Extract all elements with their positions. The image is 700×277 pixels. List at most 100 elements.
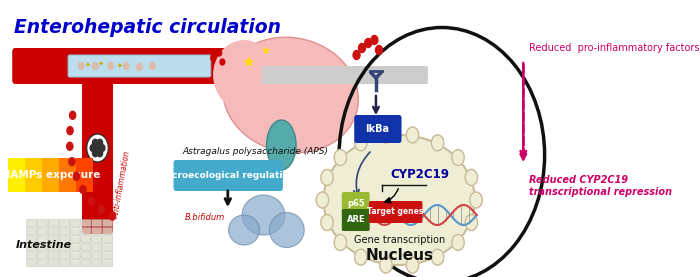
Circle shape: [379, 257, 392, 273]
Circle shape: [69, 158, 75, 166]
Text: ✦: ✦: [117, 63, 123, 69]
FancyBboxPatch shape: [70, 260, 80, 266]
Circle shape: [406, 127, 419, 143]
FancyBboxPatch shape: [81, 235, 91, 242]
FancyBboxPatch shape: [342, 192, 370, 214]
Circle shape: [470, 192, 482, 208]
Circle shape: [334, 234, 346, 250]
FancyBboxPatch shape: [25, 158, 42, 192]
FancyBboxPatch shape: [48, 260, 58, 266]
FancyBboxPatch shape: [37, 227, 48, 235]
FancyBboxPatch shape: [8, 158, 25, 192]
FancyBboxPatch shape: [81, 243, 91, 250]
FancyBboxPatch shape: [59, 219, 69, 227]
Circle shape: [88, 197, 95, 205]
Text: Nucleus: Nucleus: [365, 248, 433, 263]
FancyBboxPatch shape: [48, 227, 58, 235]
Circle shape: [136, 63, 142, 71]
Circle shape: [67, 127, 73, 135]
FancyBboxPatch shape: [37, 252, 48, 258]
FancyBboxPatch shape: [103, 252, 113, 258]
Text: p65: p65: [347, 199, 365, 207]
Text: MAMPs exposure: MAMPs exposure: [0, 170, 100, 180]
Circle shape: [211, 55, 216, 61]
FancyBboxPatch shape: [92, 243, 102, 250]
Text: Reduced  pro-inflammatory factors: Reduced pro-inflammatory factors: [529, 43, 700, 53]
FancyBboxPatch shape: [48, 235, 58, 242]
FancyBboxPatch shape: [59, 235, 69, 242]
Circle shape: [98, 206, 104, 214]
Circle shape: [465, 170, 477, 185]
Circle shape: [321, 215, 333, 230]
FancyBboxPatch shape: [59, 227, 69, 235]
Circle shape: [80, 186, 86, 194]
Ellipse shape: [323, 135, 475, 265]
Circle shape: [87, 134, 108, 162]
FancyBboxPatch shape: [81, 252, 91, 258]
FancyBboxPatch shape: [27, 252, 36, 258]
Circle shape: [371, 35, 378, 45]
Text: Intestine: Intestine: [16, 240, 72, 250]
FancyBboxPatch shape: [37, 243, 48, 250]
Circle shape: [375, 45, 382, 55]
Ellipse shape: [270, 212, 304, 248]
FancyBboxPatch shape: [92, 227, 102, 235]
Circle shape: [97, 139, 103, 146]
Circle shape: [99, 145, 105, 152]
FancyBboxPatch shape: [92, 260, 102, 266]
Text: Astragalus polysaccharide (APS): Astragalus polysaccharide (APS): [182, 147, 328, 157]
FancyBboxPatch shape: [103, 243, 113, 250]
FancyBboxPatch shape: [59, 243, 69, 250]
FancyBboxPatch shape: [81, 227, 91, 235]
FancyBboxPatch shape: [70, 235, 80, 242]
Text: CYP2C19: CYP2C19: [391, 168, 449, 181]
FancyBboxPatch shape: [76, 158, 93, 192]
FancyBboxPatch shape: [68, 55, 211, 77]
FancyBboxPatch shape: [81, 219, 91, 227]
FancyBboxPatch shape: [48, 219, 58, 227]
Circle shape: [220, 59, 225, 65]
FancyBboxPatch shape: [27, 235, 36, 242]
Circle shape: [66, 142, 73, 150]
Circle shape: [431, 249, 444, 265]
FancyBboxPatch shape: [37, 235, 48, 242]
Text: ★: ★: [260, 47, 270, 57]
FancyBboxPatch shape: [37, 260, 48, 266]
FancyBboxPatch shape: [27, 219, 36, 227]
Circle shape: [97, 150, 103, 157]
FancyBboxPatch shape: [174, 160, 283, 191]
Circle shape: [150, 63, 155, 70]
FancyBboxPatch shape: [103, 219, 113, 227]
Circle shape: [353, 50, 360, 60]
FancyBboxPatch shape: [70, 243, 80, 250]
FancyBboxPatch shape: [12, 48, 244, 84]
Circle shape: [74, 172, 80, 180]
Ellipse shape: [213, 40, 275, 110]
Circle shape: [92, 139, 98, 146]
FancyBboxPatch shape: [92, 235, 102, 242]
Text: IkBa: IkBa: [365, 124, 389, 134]
FancyBboxPatch shape: [103, 260, 113, 266]
FancyBboxPatch shape: [103, 227, 113, 235]
Circle shape: [355, 135, 367, 151]
Circle shape: [358, 43, 365, 53]
Circle shape: [465, 215, 477, 230]
Text: Reduced CYP2C19
transcriptional repression: Reduced CYP2C19 transcriptional repressi…: [529, 175, 673, 197]
Circle shape: [92, 63, 98, 70]
Circle shape: [90, 145, 96, 152]
FancyBboxPatch shape: [342, 209, 370, 231]
Text: Target genes: Target genes: [367, 207, 424, 217]
FancyBboxPatch shape: [92, 252, 102, 258]
Circle shape: [321, 170, 333, 185]
Circle shape: [452, 234, 464, 250]
FancyBboxPatch shape: [92, 219, 102, 227]
FancyBboxPatch shape: [81, 260, 91, 266]
Text: Gene transcription: Gene transcription: [354, 235, 444, 245]
Ellipse shape: [267, 120, 296, 170]
Circle shape: [365, 39, 372, 47]
FancyBboxPatch shape: [103, 235, 113, 242]
FancyBboxPatch shape: [48, 252, 58, 258]
Text: Enterohepatic circulation: Enterohepatic circulation: [14, 18, 281, 37]
Circle shape: [452, 150, 464, 166]
FancyBboxPatch shape: [70, 227, 80, 235]
